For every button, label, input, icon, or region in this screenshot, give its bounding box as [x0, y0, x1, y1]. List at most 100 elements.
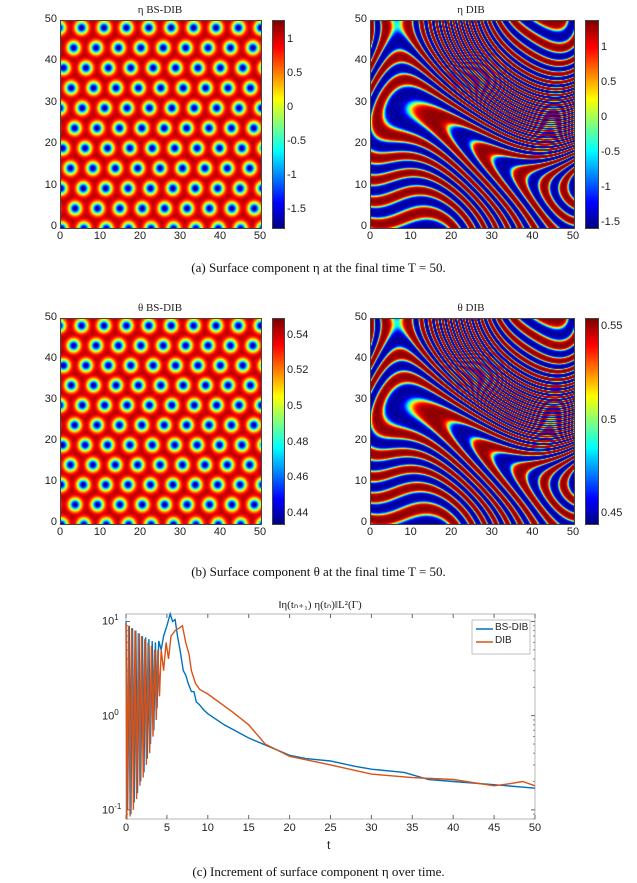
legend-entry: DIB: [495, 635, 512, 646]
x-tick-label: 0: [122, 822, 130, 834]
colorbar-tick-label: -1.5: [601, 216, 620, 229]
x-tick-label: 30: [173, 526, 187, 538]
y-tick-label: 10: [354, 178, 367, 191]
y-tick-label: 101: [102, 613, 119, 628]
colorbar-tick-label: 0.54: [287, 328, 309, 341]
colorbar-tick-label: -1: [601, 181, 611, 194]
y-tick-label: 40: [354, 54, 367, 67]
colorbar-tick-label: 0.48: [287, 435, 309, 448]
colorbar-eta-dib: [585, 20, 599, 229]
x-tick-label: 45: [487, 822, 501, 834]
colorbar-tick-label: 0.44: [287, 507, 309, 520]
x-tick-label: 0: [56, 526, 64, 538]
x-tick-label: 20: [283, 822, 296, 834]
series-line-bs-dib: [125, 611, 536, 815]
colorbar-eta-bs-dib: [272, 20, 285, 229]
y-tick-exponent: 0: [114, 707, 119, 717]
colorbar-tick-label: 0.46: [287, 471, 309, 484]
y-tick-label: 0: [50, 516, 57, 528]
heatmap-eta-dib: [370, 20, 575, 229]
x-tick-label: 30: [173, 230, 187, 242]
y-tick-label: 20: [44, 434, 57, 446]
colorbar-tick-label: 1: [601, 41, 608, 54]
x-tick-label: 10: [93, 230, 107, 242]
y-tick-label: 50: [354, 311, 367, 323]
y-tick-label: 20: [44, 137, 57, 150]
y-tick-label: 10-1: [102, 802, 121, 817]
x-tick-label: 20: [133, 230, 147, 242]
y-tick-base: 10: [102, 804, 115, 817]
colorbar-tick-label: 0.45: [601, 506, 623, 519]
x-tick-label: 10: [93, 526, 107, 538]
x-tick-label: 0: [56, 230, 64, 242]
y-tick-label: 40: [44, 54, 57, 67]
colorbar-theta-bs-dib: [272, 318, 285, 525]
y-tick-label: 50: [44, 13, 57, 25]
x-tick-label: 15: [242, 822, 255, 834]
x-tick-label: 35: [406, 822, 419, 834]
colorbar-tick-label: 1: [287, 33, 294, 46]
x-tick-label: 50: [253, 230, 267, 242]
x-tick-label: 30: [365, 822, 378, 834]
y-tick-label: 30: [44, 393, 57, 405]
x-tick-label: 20: [445, 526, 458, 538]
x-tick-label: 50: [566, 526, 580, 538]
heatmap-theta-dib: [370, 318, 575, 525]
x-tick-label: 20: [445, 230, 458, 242]
y-tick-label: 0: [360, 516, 367, 528]
y-tick-label: 50: [44, 311, 57, 323]
colorbar-tick-label: 0.55: [601, 320, 623, 333]
y-tick-label: 50: [354, 13, 367, 25]
plot-title-eta-dib: η DIB: [457, 4, 485, 16]
x-tick-label: 30: [485, 526, 498, 538]
heatmap-theta-bs-dib: [60, 318, 262, 525]
y-tick-label: 10: [44, 178, 57, 191]
plot-title-theta-bs-dib: θ BS-DIB: [137, 302, 183, 314]
heatmap-eta-bs-dib: [60, 20, 262, 229]
x-tick-label: 10: [404, 230, 417, 242]
y-tick-exponent: 1: [114, 613, 119, 623]
y-tick-base: 10: [102, 616, 115, 629]
colorbar-tick-label: 0.5: [601, 76, 617, 89]
x-axis-label: t: [327, 838, 331, 852]
caption-a: (a) Surface component η at the final tim…: [191, 260, 446, 275]
y-tick-exponent: -1: [114, 801, 122, 811]
colorbar-tick-label: -0.5: [601, 146, 620, 159]
x-tick-label: 25: [324, 822, 337, 834]
plot-title-eta-bs-dib: η BS-DIB: [137, 4, 183, 16]
y-tick-label: 10: [354, 475, 367, 487]
plot-title-theta-dib: θ DIB: [457, 302, 485, 314]
x-tick-label: 10: [201, 822, 214, 834]
x-tick-label: 40: [526, 230, 539, 242]
y-tick-label: 100: [102, 708, 119, 723]
x-tick-label: 50: [566, 230, 580, 242]
x-tick-label: 20: [133, 526, 147, 538]
y-tick-label: 30: [354, 95, 367, 108]
y-tick-label: 30: [354, 393, 367, 405]
colorbar-theta-dib: [585, 318, 599, 525]
series-line-dib: [125, 623, 536, 820]
x-tick-label: 50: [528, 822, 542, 834]
x-tick-label: 40: [213, 526, 227, 538]
colorbar-tick-label: -1.5: [287, 203, 306, 216]
y-tick-label: 20: [354, 137, 367, 150]
x-tick-label: 40: [447, 822, 460, 834]
legend-entry: BS-DIB: [495, 622, 529, 633]
chart-title: ‖η(tₙ₊₁) η(tₙ)‖L²(Γ): [278, 599, 362, 611]
colorbar-tick-label: -0.5: [287, 135, 306, 148]
colorbar-tick-label: 0.5: [287, 67, 303, 80]
x-tick-label: 0: [366, 526, 374, 538]
caption-b: (b) Surface component θ at the final tim…: [191, 564, 446, 579]
x-tick-label: 40: [526, 526, 539, 538]
x-tick-label: 10: [404, 526, 417, 538]
y-tick-label: 40: [354, 352, 367, 364]
x-tick-label: 50: [253, 526, 267, 538]
y-tick-label: 40: [44, 352, 57, 364]
y-tick-base: 10: [102, 710, 115, 723]
colorbar-tick-label: 0: [287, 101, 294, 114]
colorbar-tick-label: 0.5: [601, 413, 617, 426]
legend-box: [471, 619, 531, 655]
y-tick-label: 30: [44, 95, 57, 108]
colorbar-tick-label: -1: [287, 169, 297, 182]
